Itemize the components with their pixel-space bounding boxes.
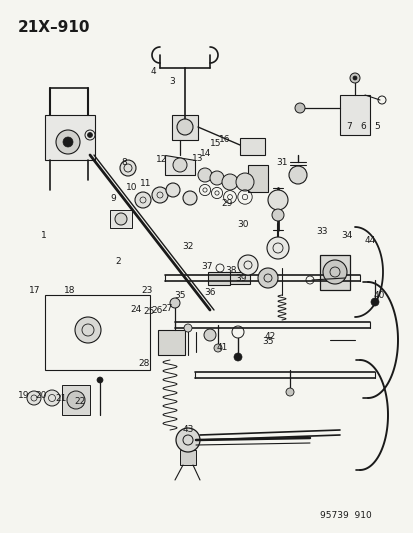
Text: 10: 10 bbox=[126, 183, 137, 192]
Polygon shape bbox=[319, 255, 349, 290]
Text: 1: 1 bbox=[40, 231, 46, 240]
Text: 41: 41 bbox=[216, 343, 228, 352]
Circle shape bbox=[173, 158, 187, 172]
Text: 12: 12 bbox=[155, 156, 167, 164]
Circle shape bbox=[115, 213, 127, 225]
Circle shape bbox=[237, 255, 257, 275]
Circle shape bbox=[152, 187, 168, 203]
Circle shape bbox=[27, 391, 41, 405]
Circle shape bbox=[221, 174, 237, 190]
Circle shape bbox=[176, 428, 199, 452]
Text: 42: 42 bbox=[263, 333, 275, 341]
Circle shape bbox=[204, 329, 216, 341]
Polygon shape bbox=[110, 210, 132, 228]
Circle shape bbox=[63, 137, 73, 147]
Text: 11: 11 bbox=[140, 180, 151, 188]
Circle shape bbox=[209, 171, 223, 185]
Text: 6: 6 bbox=[360, 123, 366, 131]
Text: 43: 43 bbox=[182, 425, 194, 433]
Text: 22: 22 bbox=[74, 397, 85, 406]
Circle shape bbox=[170, 298, 180, 308]
Polygon shape bbox=[247, 165, 267, 192]
Text: 18: 18 bbox=[64, 286, 75, 295]
Text: 2: 2 bbox=[115, 257, 121, 265]
Text: 7: 7 bbox=[345, 123, 351, 131]
Text: 37: 37 bbox=[201, 262, 212, 271]
Circle shape bbox=[349, 73, 359, 83]
Text: 28: 28 bbox=[138, 359, 150, 368]
Text: 31: 31 bbox=[276, 158, 287, 167]
Text: 33: 33 bbox=[316, 228, 327, 236]
Text: 95739  910: 95739 910 bbox=[319, 511, 371, 520]
Text: 36: 36 bbox=[204, 288, 216, 296]
Circle shape bbox=[294, 103, 304, 113]
Polygon shape bbox=[180, 450, 195, 465]
Circle shape bbox=[288, 166, 306, 184]
Text: 24: 24 bbox=[130, 305, 141, 313]
Polygon shape bbox=[339, 95, 369, 135]
Circle shape bbox=[352, 76, 356, 80]
Text: 32: 32 bbox=[182, 242, 194, 251]
Circle shape bbox=[75, 317, 101, 343]
Text: 26: 26 bbox=[151, 306, 163, 314]
Text: 35: 35 bbox=[174, 292, 185, 300]
Polygon shape bbox=[224, 272, 249, 284]
Circle shape bbox=[271, 209, 283, 221]
Text: 21X–910: 21X–910 bbox=[18, 20, 90, 35]
Text: 17: 17 bbox=[28, 286, 40, 295]
Text: 13: 13 bbox=[192, 154, 203, 163]
Circle shape bbox=[166, 183, 180, 197]
Text: 40: 40 bbox=[373, 292, 385, 300]
Polygon shape bbox=[171, 115, 197, 140]
Text: 8: 8 bbox=[121, 158, 127, 167]
Text: 35: 35 bbox=[262, 337, 273, 345]
Polygon shape bbox=[207, 272, 230, 285]
Text: 34: 34 bbox=[340, 231, 352, 240]
Circle shape bbox=[56, 130, 80, 154]
Circle shape bbox=[214, 344, 221, 352]
Text: 9: 9 bbox=[110, 194, 116, 203]
Circle shape bbox=[177, 119, 192, 135]
Circle shape bbox=[44, 390, 60, 406]
Circle shape bbox=[285, 388, 293, 396]
Circle shape bbox=[370, 298, 378, 306]
Circle shape bbox=[197, 168, 211, 182]
Text: 19: 19 bbox=[18, 391, 29, 400]
Text: 30: 30 bbox=[237, 221, 249, 229]
Text: 5: 5 bbox=[373, 123, 379, 131]
Polygon shape bbox=[45, 115, 95, 160]
Polygon shape bbox=[158, 330, 185, 355]
Text: 25: 25 bbox=[143, 308, 154, 316]
Circle shape bbox=[67, 391, 85, 409]
Text: 44: 44 bbox=[363, 237, 375, 245]
Text: 23: 23 bbox=[141, 286, 152, 295]
Polygon shape bbox=[62, 385, 90, 415]
Circle shape bbox=[235, 173, 254, 191]
Circle shape bbox=[183, 324, 192, 332]
Circle shape bbox=[183, 191, 197, 205]
Text: 38: 38 bbox=[225, 266, 236, 275]
Text: 15: 15 bbox=[209, 140, 221, 148]
Text: 4: 4 bbox=[150, 68, 156, 76]
Circle shape bbox=[97, 377, 103, 383]
Polygon shape bbox=[240, 138, 264, 155]
Circle shape bbox=[87, 133, 92, 138]
Circle shape bbox=[267, 190, 287, 210]
Circle shape bbox=[135, 192, 151, 208]
Circle shape bbox=[322, 260, 346, 284]
Circle shape bbox=[257, 268, 277, 288]
Text: 16: 16 bbox=[218, 135, 230, 144]
Text: 20: 20 bbox=[35, 391, 46, 400]
Circle shape bbox=[233, 353, 242, 361]
Text: 3: 3 bbox=[169, 77, 174, 85]
Text: 39: 39 bbox=[235, 274, 246, 282]
Text: 29: 29 bbox=[221, 199, 232, 208]
Circle shape bbox=[266, 237, 288, 259]
Circle shape bbox=[120, 160, 136, 176]
Text: 27: 27 bbox=[161, 304, 172, 312]
Text: 21: 21 bbox=[55, 394, 67, 403]
Text: 14: 14 bbox=[199, 149, 211, 158]
Polygon shape bbox=[165, 155, 195, 175]
